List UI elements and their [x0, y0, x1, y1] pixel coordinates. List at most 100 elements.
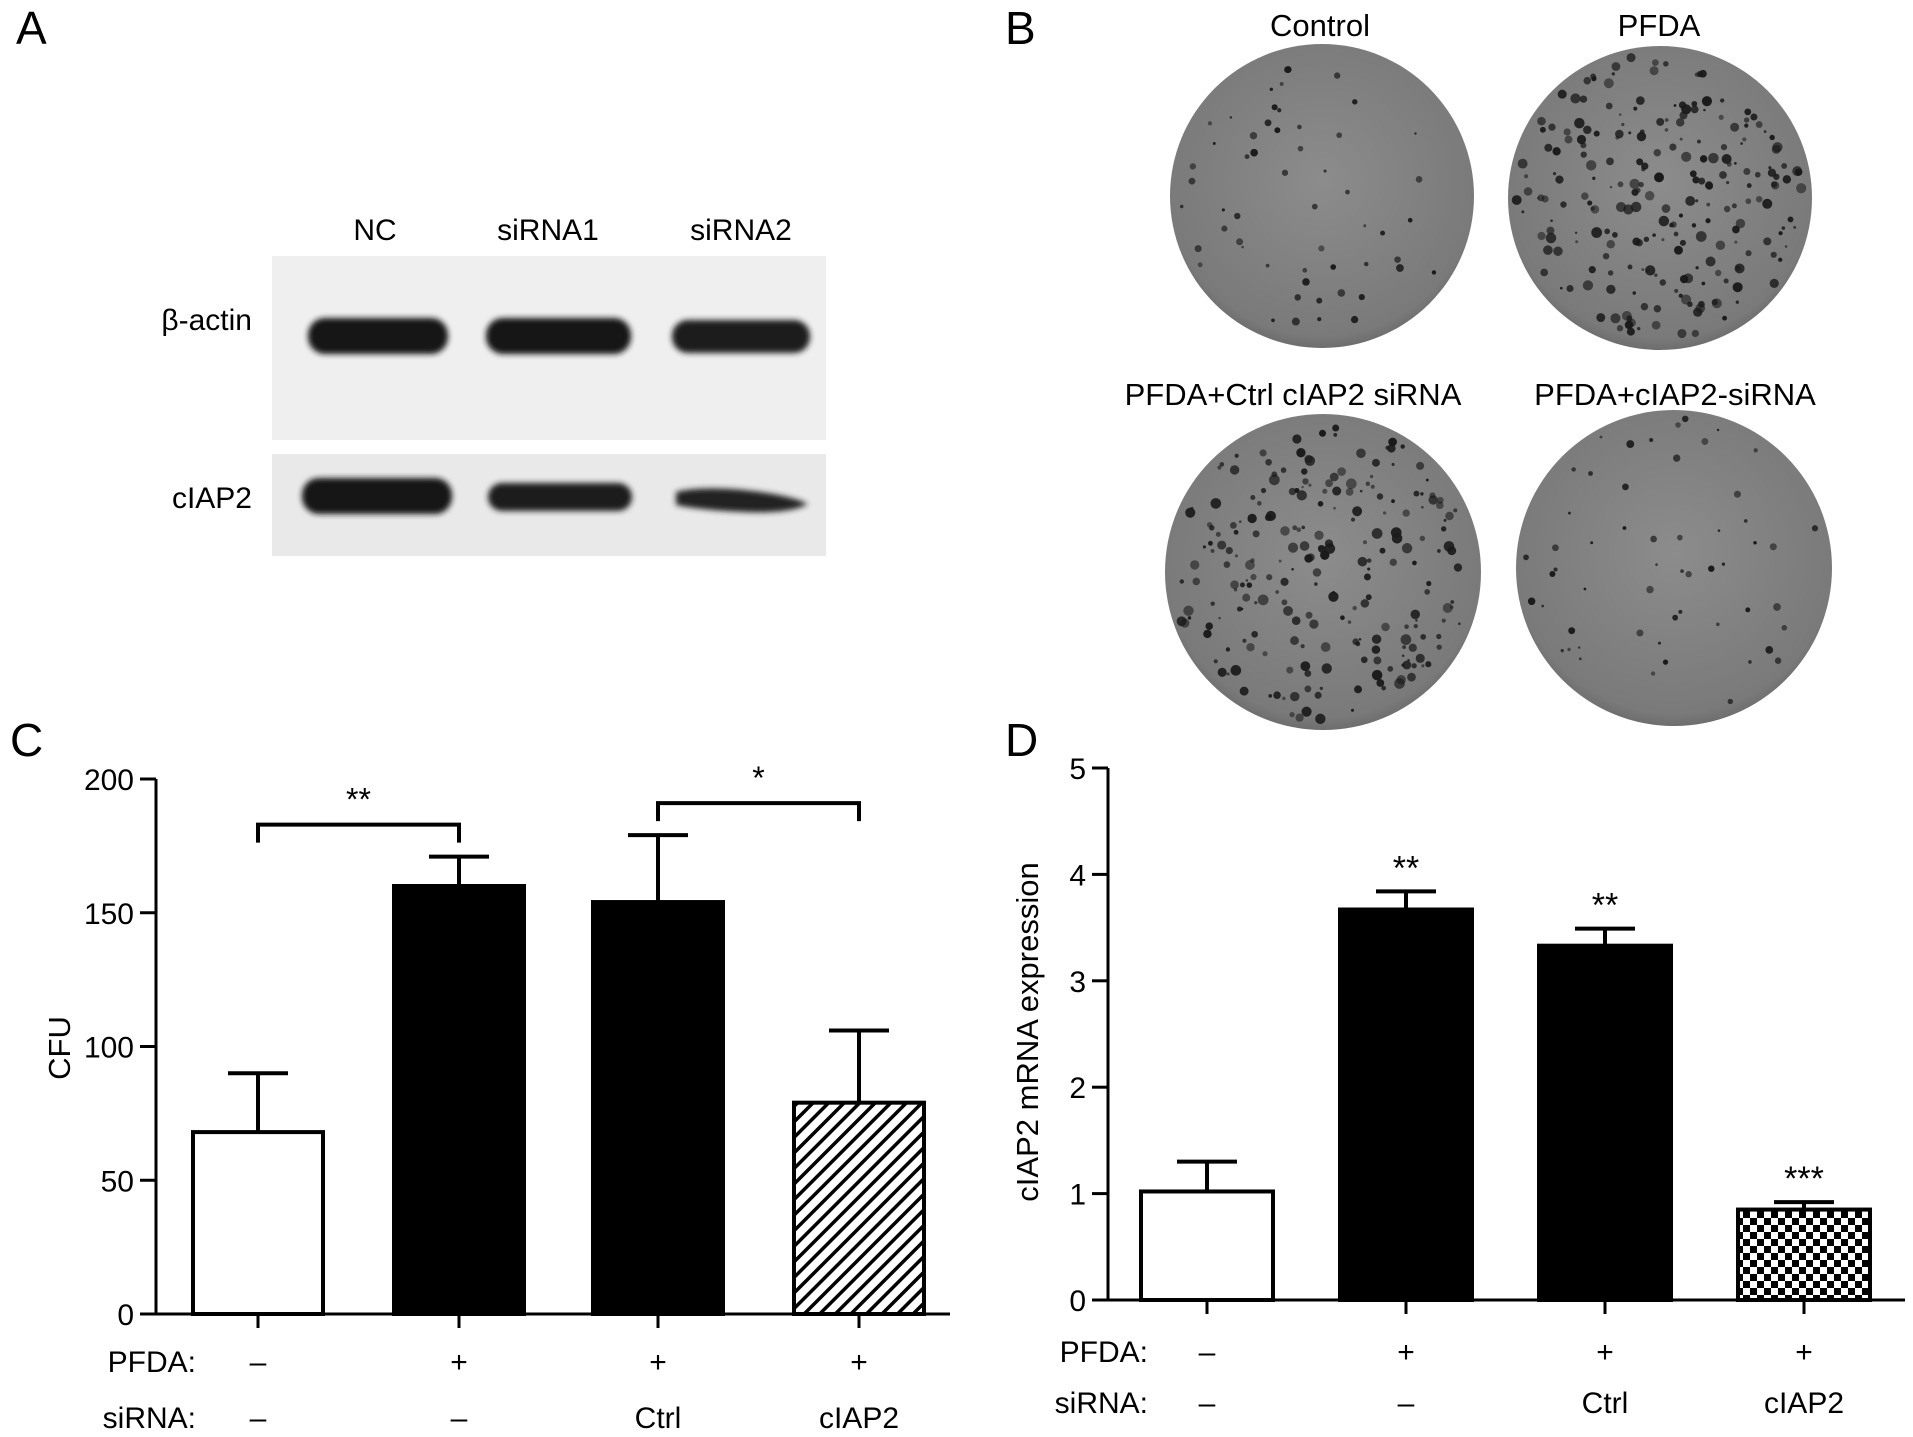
colony-dot	[1249, 132, 1258, 140]
colony-dot	[1720, 143, 1728, 151]
colony-dot	[1664, 128, 1669, 132]
colony-dot	[1577, 646, 1581, 649]
colony-dot	[1429, 492, 1436, 499]
colony-dot	[1644, 191, 1655, 201]
colony-dot	[1436, 496, 1444, 504]
colony-dot	[1770, 181, 1778, 188]
band-ciap2-sirna1	[488, 483, 632, 511]
colony-dot	[1557, 89, 1567, 99]
colony-dot	[1290, 691, 1300, 702]
colony-dot	[1371, 634, 1382, 644]
colony-dot	[1553, 567, 1558, 572]
colony-dot	[1371, 528, 1383, 539]
colony-dot	[1701, 438, 1709, 445]
colony-dot	[1251, 630, 1258, 638]
colony-dot	[1731, 203, 1737, 209]
colony-dot	[1540, 268, 1549, 277]
colony-dot	[1369, 474, 1374, 479]
colony-dot	[1720, 98, 1725, 103]
colony-dot	[1636, 131, 1647, 142]
colony-dot	[1234, 554, 1238, 558]
colony-dot	[1552, 171, 1557, 176]
colony-dot	[1257, 501, 1262, 506]
colony-dot	[1678, 213, 1684, 218]
colony-dot	[1299, 541, 1310, 551]
colony-dot	[1420, 633, 1427, 640]
colony-dot	[1401, 654, 1405, 657]
colony-dot	[1537, 231, 1546, 241]
colony-dot	[1187, 616, 1192, 620]
colony-dot	[1376, 679, 1385, 687]
colony-dot	[1689, 170, 1697, 178]
colony-dot	[1767, 168, 1777, 177]
y-tick-label: 50	[101, 1165, 134, 1198]
colony-dot	[1726, 181, 1730, 185]
colony-dot	[1663, 61, 1669, 67]
colony-dot	[1240, 582, 1245, 588]
colony-dot	[1653, 148, 1662, 157]
colony-dot	[1315, 713, 1326, 725]
bar	[591, 900, 725, 1316]
y-tick-label: 0	[117, 1299, 134, 1332]
colony-dot	[1699, 155, 1708, 163]
colony-dot	[1621, 122, 1625, 127]
colony-dot	[1265, 263, 1270, 268]
colony-dots	[1176, 53, 1819, 725]
colony-dot	[1332, 486, 1342, 496]
y-tick-label: 200	[84, 764, 134, 797]
colony-dot	[1773, 603, 1781, 611]
colony-dot	[1319, 429, 1326, 437]
colony-dot	[1661, 238, 1665, 242]
colony-dot	[1553, 246, 1563, 256]
colony-dot	[1591, 227, 1603, 238]
colony-dot	[1333, 506, 1336, 510]
colony-dot	[1297, 145, 1304, 152]
colony-dot	[1291, 616, 1301, 626]
colony-dot	[1300, 661, 1311, 672]
colony-dot	[1245, 579, 1249, 582]
colony-dot	[1328, 591, 1339, 602]
colony-dot	[1297, 124, 1302, 130]
colony-dot	[1651, 320, 1661, 330]
colony-dot	[1541, 604, 1545, 608]
colony-dot	[1402, 660, 1412, 670]
colony-dot	[1426, 580, 1432, 587]
panel-b: B Control PFDA PFDA+Ctrl cIAP2 siRNA PFD…	[1005, 2, 1832, 730]
colony-dot	[1296, 527, 1302, 533]
colony-dot	[1673, 454, 1681, 462]
colony-dot	[1453, 508, 1458, 513]
colony-dot	[1691, 100, 1698, 107]
colony-dot	[1653, 304, 1662, 313]
bar	[792, 1100, 926, 1317]
bracket-label: **	[346, 782, 371, 818]
colony-dot	[1672, 614, 1679, 621]
colony-dot	[1290, 636, 1299, 645]
condition-value: –	[250, 1402, 267, 1435]
band-beta-actin-sirna2	[672, 320, 810, 353]
colony-dot	[1774, 657, 1782, 664]
condition-row-label: siRNA:	[103, 1402, 196, 1435]
bar	[1139, 1189, 1275, 1303]
colony-dot	[1680, 569, 1684, 573]
y-tick-label: 1	[1069, 1179, 1086, 1212]
colony-dot	[1203, 629, 1212, 639]
colony-dot	[1654, 273, 1658, 277]
y-tick-label: 0	[1069, 1285, 1086, 1318]
colony-dot	[1291, 567, 1294, 571]
colony-dot	[1301, 706, 1312, 717]
colony-dot	[1447, 546, 1457, 556]
colony-dot	[1632, 237, 1641, 246]
colony-dot	[1690, 105, 1699, 114]
bar	[1736, 1207, 1872, 1303]
colony-dot	[1628, 131, 1632, 135]
colony-dot	[1311, 203, 1318, 210]
colony-dot	[1716, 622, 1720, 627]
colony-dot	[1238, 520, 1242, 523]
colony-dot	[1643, 236, 1650, 243]
significance-marker: **	[1393, 849, 1419, 887]
colony-dot	[1412, 560, 1417, 566]
colony-dot	[1250, 148, 1258, 157]
colony-dot	[1633, 106, 1638, 111]
colony-dot	[1656, 117, 1665, 126]
